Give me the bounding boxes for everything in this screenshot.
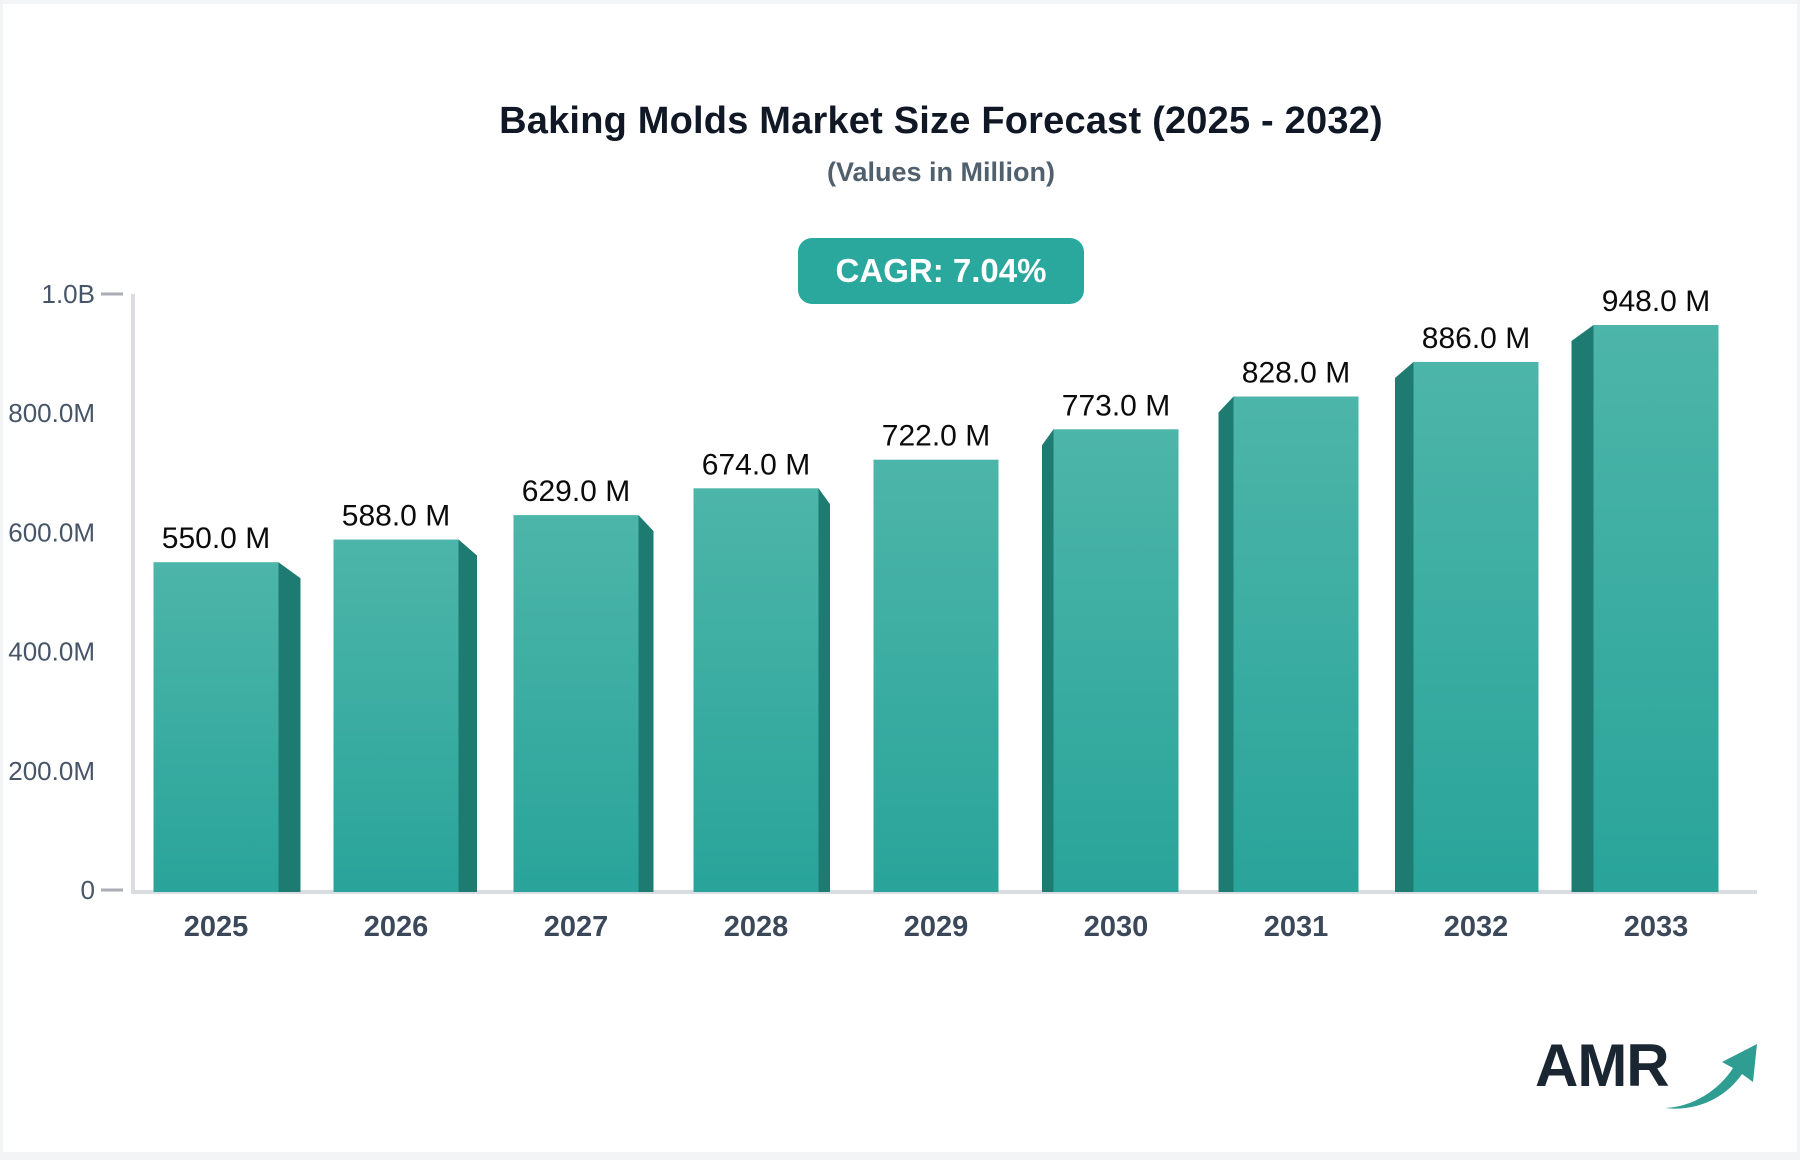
y-axis-tick-label: 800.0M	[8, 398, 95, 428]
x-axis-category-label: 2026	[364, 911, 429, 943]
bar-value-label: 674.0 M	[702, 448, 810, 481]
x-axis-category-label: 2029	[904, 911, 969, 943]
bar-2029	[873, 459, 999, 892]
bar-value-label: 722.0 M	[882, 420, 990, 453]
x-axis-category-label: 2033	[1624, 911, 1689, 943]
y-axis-tick-mark	[101, 888, 123, 892]
y-axis-tick-label: 400.0M	[8, 637, 95, 667]
bar-2032	[1413, 361, 1539, 893]
bar-2026	[333, 539, 459, 892]
cagr-badge: CAGR: 7.04%	[797, 238, 1085, 304]
chart-subtitle: (Values in Million)	[826, 157, 1056, 187]
amr-logo-text: AMR	[1535, 1032, 1670, 1099]
x-axis-category-label: 2027	[544, 911, 609, 943]
chart-canvas: 1.0B 800.0M 600.0M 400.0M 200.0M 0 550.0 M 2025…	[8, 279, 1757, 943]
x-axis-category-label: 2025	[184, 911, 249, 943]
bar-value-label: 550.0 M	[162, 522, 270, 555]
x-axis-category-label: 2032	[1444, 911, 1509, 943]
y-axis-tick-label: 0	[81, 875, 95, 905]
y-axis-tick-label: 600.0M	[8, 517, 95, 547]
bar-side-2027	[638, 515, 654, 892]
x-axis-category-label: 2031	[1264, 911, 1329, 943]
bar-value-label: 948.0 M	[1602, 285, 1710, 318]
chart-title: Baking Molds Market Size Forecast (2025 …	[499, 100, 1383, 142]
bar-side-2030	[1042, 429, 1054, 892]
bar-2031	[1233, 396, 1359, 892]
y-axis-line	[131, 294, 135, 894]
bar-value-label: 588.0 M	[342, 500, 450, 533]
bar-value-label: 886.0 M	[1422, 322, 1530, 355]
x-axis-category-label: 2028	[724, 911, 789, 943]
bar-2027	[513, 515, 639, 892]
amr-logo: AMR	[1535, 1036, 1767, 1116]
bar-side-2025	[278, 562, 301, 892]
bar-2025	[153, 562, 279, 892]
page-frame: Baking Molds Market Size Forecast (2025 …	[3, 4, 1797, 1152]
y-axis-tick-mark	[101, 292, 123, 296]
growth-arrow-icon	[1664, 1044, 1757, 1109]
bar-2030	[1053, 429, 1179, 892]
bar-value-label: 629.0 M	[522, 475, 630, 508]
y-axis-tick-label: 1.0B	[42, 279, 96, 309]
bar-value-label: 773.0 M	[1062, 389, 1170, 422]
bar-value-label: 828.0 M	[1242, 357, 1350, 390]
bar-side-2028	[818, 488, 830, 892]
bar-2028	[693, 488, 819, 892]
bar-side-2026	[458, 539, 477, 892]
chart-header: Baking Molds Market Size Forecast (2025 …	[133, 4, 1749, 304]
bar-side-2031	[1218, 396, 1234, 892]
bar-2033	[1593, 324, 1719, 892]
x-axis-category-label: 2030	[1084, 911, 1149, 943]
y-axis-tick-label: 200.0M	[8, 756, 95, 786]
bar-side-2033	[1571, 324, 1594, 892]
bar-side-2032	[1395, 361, 1414, 893]
